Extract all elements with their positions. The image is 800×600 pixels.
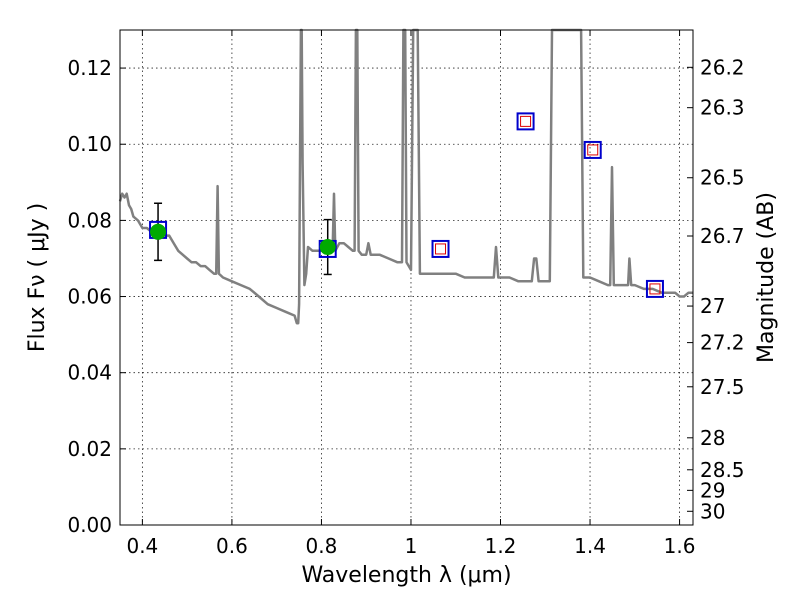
mag-tick-label: 27 — [700, 294, 725, 318]
mag-tick-label: 26.3 — [700, 96, 745, 120]
filter-square — [520, 115, 532, 127]
y2-axis-title: Magnitude (AB) — [754, 192, 779, 363]
x-tick-label: 1 — [405, 534, 418, 558]
x-tick-label: 1.6 — [664, 534, 696, 558]
mag-tick-label: 26.7 — [700, 224, 745, 248]
filter-square — [587, 144, 599, 156]
x-tick-label: 0.6 — [216, 534, 248, 558]
y-tick-label: 0.08 — [67, 208, 112, 232]
mag-tick-label: 28 — [700, 426, 725, 450]
filter-square — [435, 243, 447, 255]
mag-tick-label: 27.5 — [700, 375, 745, 399]
x-tick-label: 1.2 — [485, 534, 517, 558]
y-tick-label: 0.12 — [67, 56, 112, 80]
mag-tick-label: 27.2 — [700, 331, 745, 355]
x-tick-label: 1.4 — [574, 534, 606, 558]
filter-square — [649, 283, 661, 295]
y-tick-label: 0.00 — [67, 513, 112, 537]
mag-tick-label: 26.2 — [700, 55, 745, 79]
observed-point — [319, 239, 336, 256]
mag-tick-label: 30 — [700, 499, 725, 523]
model-photometry-square — [431, 239, 450, 258]
x-axis-title: Wavelength λ (μm) — [301, 563, 511, 588]
model-spectrum — [118, 28, 693, 325]
model-photometry-square — [645, 279, 664, 298]
observed-point — [150, 223, 167, 240]
axis-ticks: 0.4 0.6 0.8 1 1.2 1.4 1.6 0.00 0.02 0.04 0.06 0.08 0… — [67, 30, 745, 558]
y-tick-label: 0.02 — [67, 437, 112, 461]
x-tick-label: 0.4 — [126, 534, 158, 558]
mag-tick-label: 28.5 — [700, 458, 745, 482]
y-axis-title: Flux Fν ( μJy ) — [25, 203, 50, 352]
x-tick-label: 0.8 — [306, 534, 338, 558]
spectrum-line — [118, 28, 693, 325]
y-tick-label: 0.06 — [67, 285, 112, 309]
data-points — [149, 112, 664, 298]
mag-tick-label: 29 — [700, 478, 725, 502]
mag-tick-label: 26.5 — [700, 166, 745, 190]
model-photometry-square — [583, 140, 602, 159]
plot-frame — [119, 29, 694, 526]
model-photometry-square — [516, 112, 535, 131]
y-tick-label: 0.04 — [67, 361, 112, 385]
y-tick-label: 0.10 — [67, 132, 112, 156]
